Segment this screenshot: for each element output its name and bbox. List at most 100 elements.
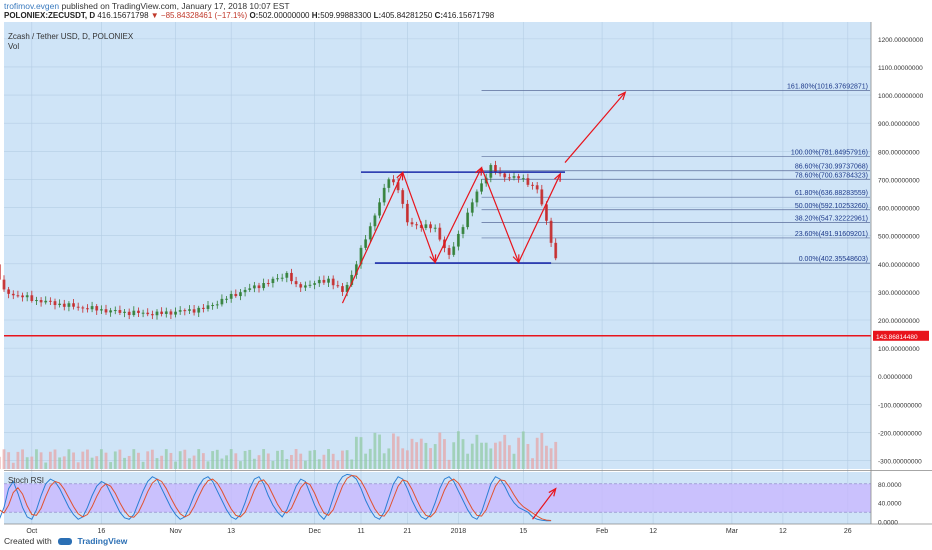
created-with-text: Created with (4, 536, 52, 546)
candle-body (141, 312, 145, 314)
volume-bar (415, 442, 419, 469)
candle-body (331, 278, 335, 286)
candles (0, 160, 558, 320)
fib-level-label: 38.20%(547.32222961) (795, 215, 868, 222)
last-price: 416.15671798 (97, 11, 149, 20)
arrow-head (554, 172, 562, 182)
volume-bar (81, 451, 85, 469)
volume-bar (248, 449, 252, 469)
candle-body (327, 278, 330, 283)
x-tick-label: 12 (779, 528, 787, 535)
volume-bar (452, 442, 456, 469)
candle-body (127, 311, 131, 316)
volume-bar (150, 449, 154, 469)
volume-bar (484, 442, 488, 469)
volume-bar (554, 441, 558, 469)
volume-bar (498, 441, 502, 469)
candle-body (452, 246, 456, 255)
fib-level-label: 100.00%(781.84957916) (791, 149, 868, 156)
x-tick-label: 12 (649, 528, 657, 535)
candle-body (266, 283, 270, 285)
x-tick-label: Oct (26, 528, 37, 535)
volume-bar (438, 432, 442, 469)
volume-bar (545, 445, 548, 469)
volume-bar (137, 452, 140, 469)
volume-bar (313, 450, 317, 469)
volume-bar (188, 458, 191, 469)
volume-bar (11, 462, 15, 469)
volume-bar (132, 449, 136, 469)
candle-body (215, 304, 219, 306)
candle-body (456, 233, 460, 247)
low-label: L: (373, 11, 382, 20)
candle-body (146, 312, 150, 315)
volume-bar (30, 456, 34, 469)
volume-bar (447, 459, 451, 469)
open-value: 502.00000000 (258, 11, 310, 20)
candle-body (169, 311, 173, 315)
y-tick-label: 1200.00000000 (878, 37, 924, 44)
last-price-tag (873, 330, 929, 341)
volume-bar (183, 449, 187, 469)
close-value: 416.15671798 (443, 11, 495, 20)
main-pane-background (4, 22, 871, 469)
volume-bar (201, 453, 205, 469)
volume-bar (364, 453, 368, 469)
pattern-arrows (341, 91, 627, 304)
tradingview-brand[interactable]: TradingView (77, 536, 128, 546)
candle-body (35, 300, 38, 302)
candle-body (118, 310, 122, 313)
candle-body (364, 239, 368, 248)
volume-bar (25, 457, 29, 469)
x-tick-label: Feb (596, 528, 608, 535)
rsi-tick-label: 40.0000 (878, 501, 902, 508)
volume-bar (44, 462, 48, 469)
volume-bar (494, 442, 497, 469)
close-label: C: (434, 11, 444, 20)
volume-bar (290, 454, 293, 469)
volume-bar (0, 456, 1, 469)
x-tick-label: Nov (169, 528, 182, 535)
y-tick-label: -100.00000000 (878, 402, 922, 409)
volume-bar (123, 457, 126, 469)
candle-body (137, 310, 140, 313)
volume-bar (169, 452, 173, 469)
volume-bar (271, 460, 275, 469)
candle-body (313, 283, 317, 285)
volume-bar (470, 443, 474, 469)
pattern-arrow-line (434, 167, 483, 263)
volume-bar (104, 452, 108, 469)
candle-body (280, 277, 284, 279)
author-link[interactable]: trofimov.evgen (4, 1, 60, 11)
volume-bar (419, 438, 423, 469)
candle-body (197, 307, 201, 313)
price-change: ▼ −85.84328461 (−17.1%) (150, 11, 248, 20)
volume-bar (285, 458, 289, 469)
volume-bar (410, 438, 414, 469)
candle-body (438, 227, 442, 240)
candle-body (206, 305, 210, 309)
candle-body (178, 310, 182, 312)
candle-body (192, 309, 196, 313)
candle-body (174, 311, 177, 315)
candle-body (11, 293, 15, 296)
candle-body (531, 184, 534, 186)
y-tick-label: 1100.00000000 (878, 65, 923, 72)
volume-bar (466, 453, 470, 469)
rsi-tick-label: 0.0000 (878, 520, 898, 527)
x-tick-label: 15 (519, 528, 527, 535)
volume-bar (86, 449, 89, 469)
candle-body (521, 178, 525, 180)
volume-bar (76, 462, 80, 469)
volume-bar (141, 461, 145, 469)
stoch-rsi-d-line (0, 474, 552, 522)
volume-bar (461, 439, 465, 469)
volume-bar (155, 458, 159, 469)
price-chart[interactable]: 161.80%(1016.37692871) 100.00%(781.849579… (0, 22, 932, 535)
volume-bar (378, 434, 381, 469)
chart-title: Zcash / Tether USD, D, POLONIEX (8, 32, 134, 41)
candle-body (155, 311, 159, 316)
volume-bar (39, 452, 43, 469)
y-tick-label: 400.00000000 (878, 262, 920, 269)
candle-body (234, 293, 238, 297)
